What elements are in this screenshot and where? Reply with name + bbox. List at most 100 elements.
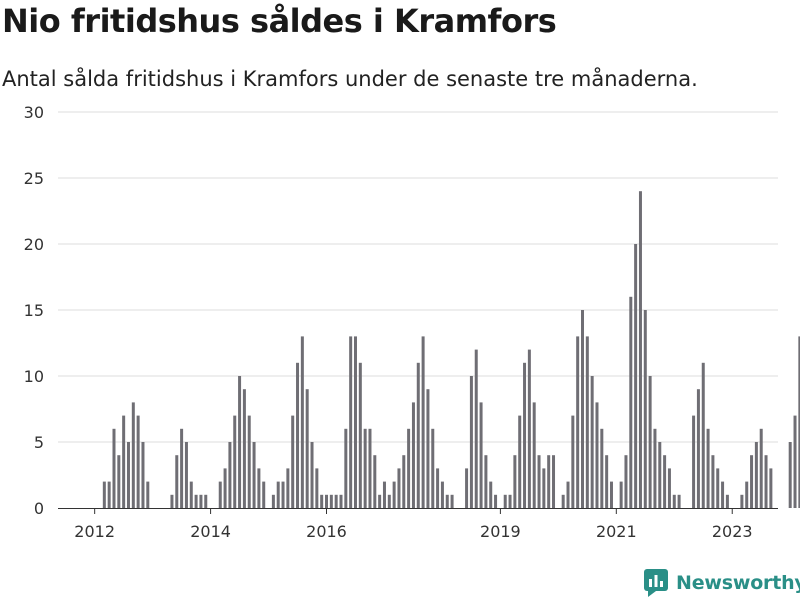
bar	[170, 494, 174, 508]
bar	[407, 428, 411, 508]
bar	[373, 455, 377, 508]
bar	[469, 376, 473, 508]
bar	[494, 494, 498, 508]
newsworthy-logo-icon	[644, 569, 668, 597]
bar	[667, 468, 671, 508]
bar	[581, 310, 584, 508]
bar	[552, 455, 556, 508]
bar	[223, 468, 227, 508]
bar	[349, 336, 353, 508]
bar	[378, 494, 382, 508]
bar	[571, 415, 575, 508]
bar	[102, 481, 106, 508]
bar	[542, 468, 546, 508]
bar	[489, 481, 493, 508]
bar	[276, 481, 280, 508]
bar	[325, 494, 329, 508]
x-tick-label: 2023	[712, 522, 753, 541]
y-tick-label: 20	[24, 235, 44, 254]
bar	[184, 442, 188, 508]
bar	[653, 428, 657, 508]
bar	[368, 428, 372, 508]
bar	[566, 481, 570, 508]
y-tick-label: 10	[24, 367, 44, 386]
bar	[262, 481, 266, 508]
bar	[672, 494, 676, 508]
x-tick-label: 2016	[306, 522, 347, 541]
bar	[503, 494, 507, 508]
bar	[532, 402, 536, 508]
bar	[643, 310, 647, 508]
bar	[238, 376, 242, 508]
bar	[112, 428, 116, 508]
bar	[291, 415, 295, 508]
bar	[363, 428, 367, 508]
bar	[547, 455, 551, 508]
y-tick-label: 5	[34, 433, 44, 452]
bar	[180, 428, 184, 508]
bar	[479, 402, 483, 508]
x-tick-label: 2012	[74, 522, 115, 541]
bar	[228, 442, 232, 508]
bar	[629, 296, 633, 508]
bar	[658, 442, 662, 508]
bar	[474, 349, 478, 508]
x-tick-label: 2014	[190, 522, 231, 541]
bar	[320, 494, 324, 508]
bar	[450, 494, 454, 508]
bar	[754, 442, 758, 508]
bar	[465, 468, 469, 508]
chart-subtitle: Antal sålda fritidshus i Kramfors under …	[2, 67, 698, 91]
bar	[382, 481, 386, 508]
bar	[764, 455, 768, 508]
bar	[706, 428, 710, 508]
bar	[725, 494, 729, 508]
bar	[117, 455, 121, 508]
bar	[508, 494, 512, 508]
bar	[247, 415, 251, 508]
bar	[252, 442, 256, 508]
y-axis-ticks: 0 5 10 15 20 25 30	[24, 103, 44, 518]
bar	[648, 376, 652, 508]
bar	[721, 481, 725, 508]
bar	[788, 442, 792, 508]
bar	[402, 455, 406, 508]
bar	[537, 455, 541, 508]
bar	[199, 494, 203, 508]
bar	[175, 455, 179, 508]
bar	[436, 468, 440, 508]
x-axis: 2012201420162019202120232025	[58, 508, 778, 541]
bar	[421, 336, 425, 508]
bar	[411, 402, 415, 508]
bar	[609, 481, 613, 508]
bar	[416, 362, 420, 508]
bar	[716, 468, 720, 508]
bar	[440, 481, 444, 508]
bar	[344, 428, 348, 508]
bar	[692, 415, 696, 508]
bar	[204, 494, 208, 508]
bar	[677, 494, 681, 508]
bar-series	[102, 191, 800, 508]
bar	[233, 415, 237, 508]
newsworthy-logo[interactable]: Newsworthy	[644, 569, 800, 597]
bar	[131, 402, 135, 508]
bar	[300, 336, 304, 508]
bar	[561, 494, 565, 508]
bar	[600, 428, 604, 508]
bar	[585, 336, 589, 508]
bar	[445, 494, 449, 508]
bar	[426, 389, 430, 508]
bar	[605, 455, 609, 508]
bar	[194, 494, 198, 508]
bar	[296, 362, 300, 508]
bar	[315, 468, 319, 508]
bar	[619, 481, 623, 508]
bar	[146, 481, 150, 508]
bar	[218, 481, 222, 508]
bar	[141, 442, 145, 508]
bar	[759, 428, 763, 508]
bar	[242, 389, 246, 508]
bar	[329, 494, 333, 508]
